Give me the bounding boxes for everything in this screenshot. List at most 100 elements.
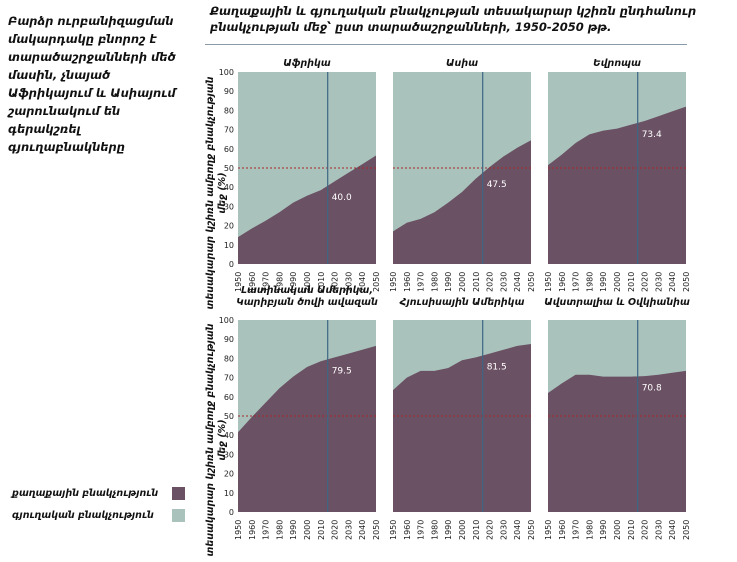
x-tick-label: 2000 bbox=[458, 272, 467, 292]
chart-panel-3: 73.4 Եվրոպա 1950 1960 1970 1980 1990 2000 2010 20… bbox=[544, 58, 691, 292]
x-tick-label: 1960 bbox=[558, 520, 567, 540]
x-tick-label: 2010 bbox=[627, 520, 636, 540]
x-tick-label: 1950 bbox=[389, 272, 398, 292]
urban-area bbox=[548, 106, 686, 264]
x-tick-label: 1990 bbox=[289, 520, 298, 540]
x-tick-label: 1970 bbox=[417, 272, 426, 292]
marker-value-label: 81.5 bbox=[487, 363, 507, 373]
panel-title: Ավստրալիա և Օվկիանիա bbox=[544, 297, 690, 308]
chart-panel-2: 47.5 Ասիա 1950 1960 1970 1980 1990 2000 2010 2020… bbox=[389, 58, 536, 292]
x-tick-label: 2010 bbox=[472, 272, 481, 292]
urban-area bbox=[393, 140, 531, 264]
marker-value-label: 40.0 bbox=[332, 193, 352, 203]
x-tick-label: 2000 bbox=[613, 520, 622, 540]
x-tick-label: 2030 bbox=[654, 520, 663, 540]
x-tick-label: 1970 bbox=[262, 272, 271, 292]
legend: քաղաքային բնակչություն գյուղական բնակչու… bbox=[12, 482, 185, 526]
y-tick-label: 20 bbox=[224, 222, 234, 231]
x-tick-label: 1960 bbox=[558, 272, 567, 292]
urban-area bbox=[548, 370, 686, 512]
side-note: Բարձր ուրբանիզացման մակարդակը բնորոշ է տ… bbox=[8, 14, 176, 154]
x-tick-label: 1990 bbox=[444, 272, 453, 292]
chart-main-title: Քաղաքային և գյուղական բնակչության տեսակա… bbox=[210, 4, 697, 34]
title-rule bbox=[205, 44, 687, 45]
y-tick-label: 90 bbox=[224, 87, 234, 96]
x-tick-label: 1980 bbox=[585, 272, 594, 292]
y-tick-label: 30 bbox=[224, 450, 234, 459]
legend-item-rural: գյուղական բնակչություն bbox=[12, 504, 185, 526]
x-tick-label: 2000 bbox=[613, 272, 622, 292]
x-tick-label: 1960 bbox=[403, 520, 412, 540]
x-tick-label: 2000 bbox=[458, 520, 467, 540]
panel-title: Ասիա bbox=[446, 58, 478, 69]
x-tick-label: 1950 bbox=[234, 272, 243, 292]
y-tick-label: 40 bbox=[224, 183, 234, 192]
x-tick-label: 2040 bbox=[513, 520, 522, 540]
marker-value-label: 47.5 bbox=[487, 180, 507, 190]
y-tick-label: 100 bbox=[219, 316, 234, 325]
x-tick-label: 2050 bbox=[527, 272, 536, 292]
x-tick-label: 1990 bbox=[444, 520, 453, 540]
x-tick-label: 2020 bbox=[641, 520, 650, 540]
x-tick-label: 2020 bbox=[331, 520, 340, 540]
x-tick-label: 1980 bbox=[275, 272, 284, 292]
y-tick-label: 50 bbox=[224, 412, 234, 421]
x-tick-label: 2020 bbox=[331, 272, 340, 292]
x-tick-label: 2020 bbox=[486, 520, 495, 540]
x-tick-label: 1950 bbox=[544, 272, 553, 292]
x-tick-label: 1960 bbox=[248, 272, 257, 292]
x-tick-label: 2050 bbox=[682, 520, 691, 540]
panel-title: Լատինական Ամերիկա, Կարիբյան ծովի ավազան bbox=[236, 285, 378, 308]
x-tick-label: 1980 bbox=[430, 520, 439, 540]
x-tick-label: 2030 bbox=[344, 520, 353, 540]
legend-swatch-rural bbox=[172, 508, 185, 522]
x-tick-label: 2030 bbox=[654, 272, 663, 292]
marker-value-label: 70.8 bbox=[642, 383, 662, 393]
chart-panel-4: 79.5 Լատինական Ամերիկա, Կարիբյան ծովի ավազ… bbox=[219, 285, 381, 540]
y-tick-label: 60 bbox=[224, 145, 234, 154]
legend-swatch-urban bbox=[172, 486, 185, 500]
urban-area bbox=[238, 155, 376, 264]
y-tick-label: 30 bbox=[224, 202, 234, 211]
y-tick-label: 80 bbox=[224, 106, 234, 115]
x-tick-label: 1980 bbox=[585, 520, 594, 540]
panel-title: Հյուսիսային Ամերիկա bbox=[399, 297, 525, 308]
y-tick-label: 90 bbox=[224, 335, 234, 344]
urban-area bbox=[393, 344, 531, 512]
x-tick-label: 2020 bbox=[641, 272, 650, 292]
x-tick-label: 2020 bbox=[486, 272, 495, 292]
x-tick-label: 2040 bbox=[668, 520, 677, 540]
chart-panel-6: 70.8 Ավստրալիա և Օվկիանիա 1950 1960 1970 1980… bbox=[544, 297, 691, 540]
marker-value-label: 79.5 bbox=[332, 366, 352, 376]
y-tick-label: 0 bbox=[229, 260, 234, 269]
x-tick-label: 2050 bbox=[372, 520, 381, 540]
x-tick-label: 2030 bbox=[499, 272, 508, 292]
x-tick-label: 1960 bbox=[403, 272, 412, 292]
marker-value-label: 73.4 bbox=[642, 130, 662, 140]
x-tick-label: 2040 bbox=[358, 272, 367, 292]
x-tick-label: 2030 bbox=[344, 272, 353, 292]
urban-area bbox=[238, 345, 376, 512]
x-tick-label: 1950 bbox=[544, 520, 553, 540]
y-tick-label: 0 bbox=[229, 508, 234, 517]
x-tick-label: 1990 bbox=[599, 272, 608, 292]
x-tick-label: 1990 bbox=[599, 520, 608, 540]
y-tick-label: 70 bbox=[224, 374, 234, 383]
y-tick-label: 40 bbox=[224, 431, 234, 440]
y-tick-label: 50 bbox=[224, 164, 234, 173]
x-tick-label: 2040 bbox=[668, 272, 677, 292]
legend-item-urban: քաղաքային բնակչություն bbox=[12, 482, 185, 504]
x-tick-label: 2010 bbox=[627, 272, 636, 292]
x-tick-label: 1980 bbox=[430, 272, 439, 292]
x-tick-label: 2010 bbox=[317, 520, 326, 540]
x-tick-label: 2050 bbox=[372, 272, 381, 292]
x-tick-label: 2000 bbox=[303, 520, 312, 540]
x-tick-label: 1960 bbox=[248, 520, 257, 540]
x-tick-label: 1950 bbox=[389, 520, 398, 540]
x-tick-label: 1950 bbox=[234, 520, 243, 540]
x-tick-label: 2010 bbox=[472, 520, 481, 540]
x-tick-label: 2010 bbox=[317, 272, 326, 292]
x-tick-label: 2050 bbox=[682, 272, 691, 292]
x-tick-label: 1990 bbox=[289, 272, 298, 292]
y-tick-label: 10 bbox=[224, 241, 234, 250]
